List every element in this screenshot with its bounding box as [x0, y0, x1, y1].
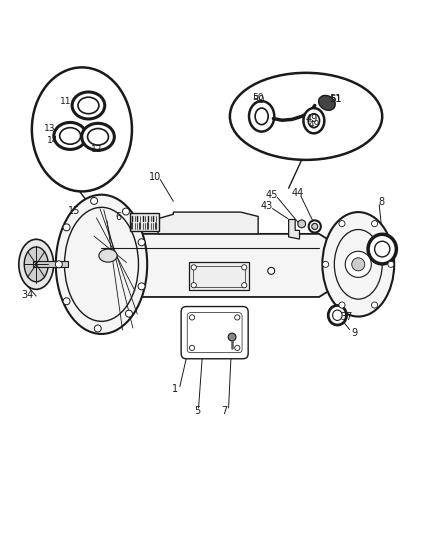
- Text: 12: 12: [91, 146, 102, 155]
- Text: 9: 9: [352, 328, 358, 337]
- Ellipse shape: [309, 220, 321, 232]
- Ellipse shape: [304, 108, 324, 133]
- Ellipse shape: [230, 73, 382, 160]
- Circle shape: [235, 345, 240, 351]
- Circle shape: [339, 221, 345, 227]
- Text: 13: 13: [43, 124, 55, 133]
- Ellipse shape: [322, 212, 394, 317]
- Text: 15: 15: [68, 206, 81, 216]
- Ellipse shape: [56, 195, 147, 334]
- Ellipse shape: [308, 114, 320, 128]
- Text: 44: 44: [291, 188, 304, 198]
- Text: 51: 51: [331, 95, 342, 104]
- Text: 37: 37: [340, 312, 352, 322]
- Text: 51: 51: [329, 94, 342, 104]
- Text: 50: 50: [252, 93, 264, 102]
- Text: 49: 49: [306, 115, 318, 124]
- Circle shape: [191, 265, 196, 270]
- Circle shape: [242, 282, 247, 288]
- Ellipse shape: [99, 249, 117, 262]
- Ellipse shape: [78, 97, 99, 114]
- Circle shape: [339, 302, 345, 308]
- Circle shape: [125, 310, 132, 317]
- Circle shape: [94, 325, 101, 332]
- Polygon shape: [289, 220, 300, 239]
- Bar: [130, 213, 159, 231]
- Text: 7: 7: [222, 406, 228, 416]
- Text: 11: 11: [60, 98, 71, 107]
- Circle shape: [63, 298, 70, 305]
- Text: 49: 49: [308, 120, 320, 129]
- Text: 5: 5: [194, 406, 200, 416]
- Circle shape: [322, 261, 328, 268]
- Text: 50: 50: [252, 95, 265, 105]
- Ellipse shape: [312, 223, 318, 230]
- Text: 8: 8: [378, 197, 385, 207]
- Circle shape: [228, 333, 236, 341]
- Ellipse shape: [332, 310, 342, 320]
- Bar: [193, 265, 245, 287]
- Ellipse shape: [368, 235, 396, 264]
- Ellipse shape: [19, 239, 53, 289]
- Ellipse shape: [328, 305, 346, 325]
- Circle shape: [268, 268, 275, 274]
- Text: 1: 1: [172, 384, 178, 394]
- Ellipse shape: [249, 101, 274, 132]
- Ellipse shape: [24, 247, 48, 282]
- Circle shape: [123, 208, 130, 215]
- Ellipse shape: [255, 108, 268, 125]
- Circle shape: [371, 221, 378, 227]
- Circle shape: [189, 345, 194, 351]
- Ellipse shape: [82, 123, 114, 150]
- Ellipse shape: [72, 92, 105, 119]
- Text: 6: 6: [115, 212, 121, 222]
- Ellipse shape: [32, 67, 132, 191]
- Polygon shape: [102, 234, 336, 297]
- Ellipse shape: [318, 95, 335, 110]
- Circle shape: [388, 261, 394, 268]
- Circle shape: [345, 251, 371, 277]
- Ellipse shape: [88, 128, 109, 145]
- Circle shape: [189, 315, 194, 320]
- Polygon shape: [158, 212, 258, 234]
- Circle shape: [91, 197, 98, 204]
- Circle shape: [138, 239, 145, 246]
- Circle shape: [371, 302, 378, 308]
- Text: 34: 34: [21, 290, 34, 300]
- Circle shape: [352, 258, 365, 271]
- Text: 43: 43: [261, 201, 273, 212]
- Circle shape: [242, 265, 247, 270]
- Circle shape: [191, 282, 196, 288]
- Circle shape: [138, 283, 145, 290]
- Text: 45: 45: [266, 190, 278, 200]
- Ellipse shape: [60, 128, 81, 144]
- Text: 14: 14: [47, 136, 58, 145]
- Circle shape: [298, 220, 306, 228]
- FancyBboxPatch shape: [181, 306, 248, 359]
- Circle shape: [235, 315, 240, 320]
- Circle shape: [55, 261, 62, 268]
- Ellipse shape: [374, 241, 390, 257]
- Bar: [33, 261, 67, 268]
- Text: 10: 10: [148, 172, 161, 182]
- Bar: [188, 262, 250, 290]
- Ellipse shape: [54, 123, 86, 149]
- Circle shape: [63, 224, 70, 231]
